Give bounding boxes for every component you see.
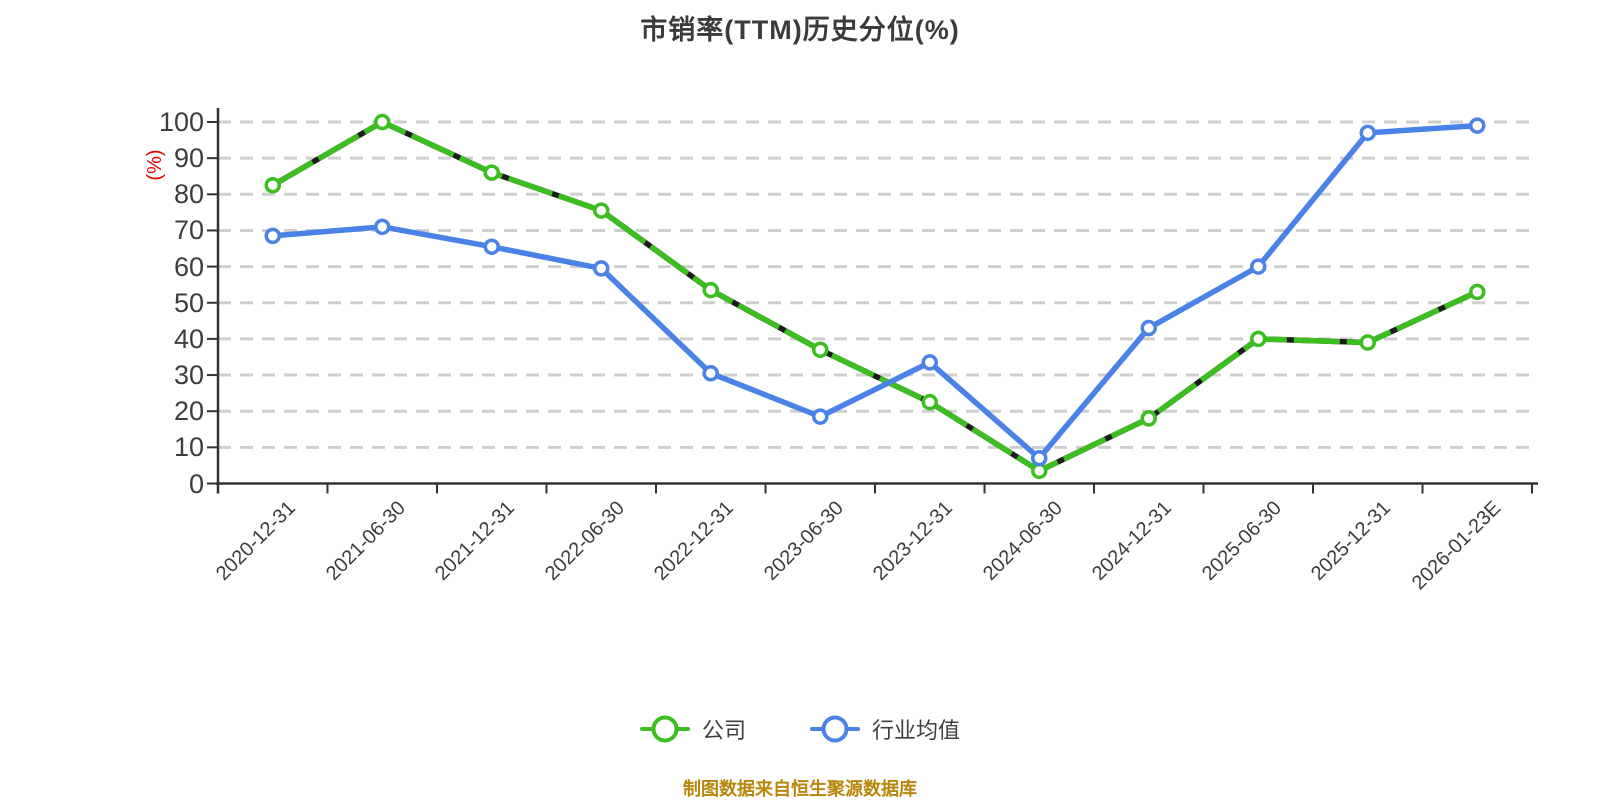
legend-item-company[interactable]: 公司 xyxy=(639,713,746,745)
data-point-industry-1[interactable] xyxy=(374,218,391,236)
legend-marker-icon xyxy=(639,715,690,743)
legend-circle xyxy=(821,715,849,743)
series-line-company-underlay xyxy=(270,119,1480,474)
data-point-industry-9[interactable] xyxy=(1250,258,1267,275)
data-point-industry-2[interactable] xyxy=(483,238,500,255)
data-point-industry-6[interactable] xyxy=(921,354,938,371)
y-tick-label-30: 30 xyxy=(173,360,204,391)
data-point-company-1[interactable] xyxy=(374,113,391,131)
legend-marker-icon xyxy=(810,715,860,743)
data-source-note: 制图数据来自恒生聚源数据库 xyxy=(683,779,917,799)
data-point-company-11[interactable] xyxy=(1469,283,1486,301)
data-point-industry-0[interactable] xyxy=(264,227,281,245)
series-line-industry xyxy=(270,122,1480,461)
series-line-company xyxy=(271,119,1479,474)
data-point-company-0[interactable] xyxy=(264,177,281,194)
data-point-industry-8[interactable] xyxy=(1140,319,1157,337)
y-tick-label-90: 90 xyxy=(173,143,204,174)
legend-label: 行业均值 xyxy=(872,718,961,743)
data-point-company-9[interactable] xyxy=(1250,330,1267,348)
legend-item-industry[interactable]: 行业均值 xyxy=(810,713,960,745)
legend-label: 公司 xyxy=(701,718,746,743)
data-point-industry-4[interactable] xyxy=(702,364,719,382)
y-tick-label-20: 20 xyxy=(173,396,204,427)
data-point-company-4[interactable] xyxy=(702,281,719,299)
data-point-industry-7[interactable] xyxy=(1031,449,1048,467)
data-point-company-2[interactable] xyxy=(483,164,500,181)
y-tick-label-50: 50 xyxy=(173,287,204,318)
legend-circle xyxy=(651,715,679,743)
data-point-company-5[interactable] xyxy=(812,341,829,358)
data-point-company-6[interactable] xyxy=(921,393,938,411)
data-point-company-10[interactable] xyxy=(1359,334,1376,351)
chart-title: 市销率(TTM)历史分位(%) xyxy=(640,15,960,45)
data-point-industry-5[interactable] xyxy=(812,408,829,425)
legend: 公司 行业均值 xyxy=(0,712,1600,746)
data-point-company-8[interactable] xyxy=(1140,410,1157,427)
data-point-industry-11[interactable] xyxy=(1469,117,1486,134)
y-tick-label-60: 60 xyxy=(173,251,204,282)
y-tick-label-100: 100 xyxy=(158,107,204,137)
data-point-company-3[interactable] xyxy=(593,202,610,219)
y-tick-label-80: 80 xyxy=(173,179,204,210)
y-tick-label-10: 10 xyxy=(173,432,204,463)
data-point-industry-10[interactable] xyxy=(1359,124,1376,142)
data-point-industry-3[interactable] xyxy=(593,260,610,277)
y-tick-label-70: 70 xyxy=(173,215,204,246)
y-tick-label-0: 0 xyxy=(188,468,204,499)
y-tick-label-40: 40 xyxy=(173,323,204,354)
